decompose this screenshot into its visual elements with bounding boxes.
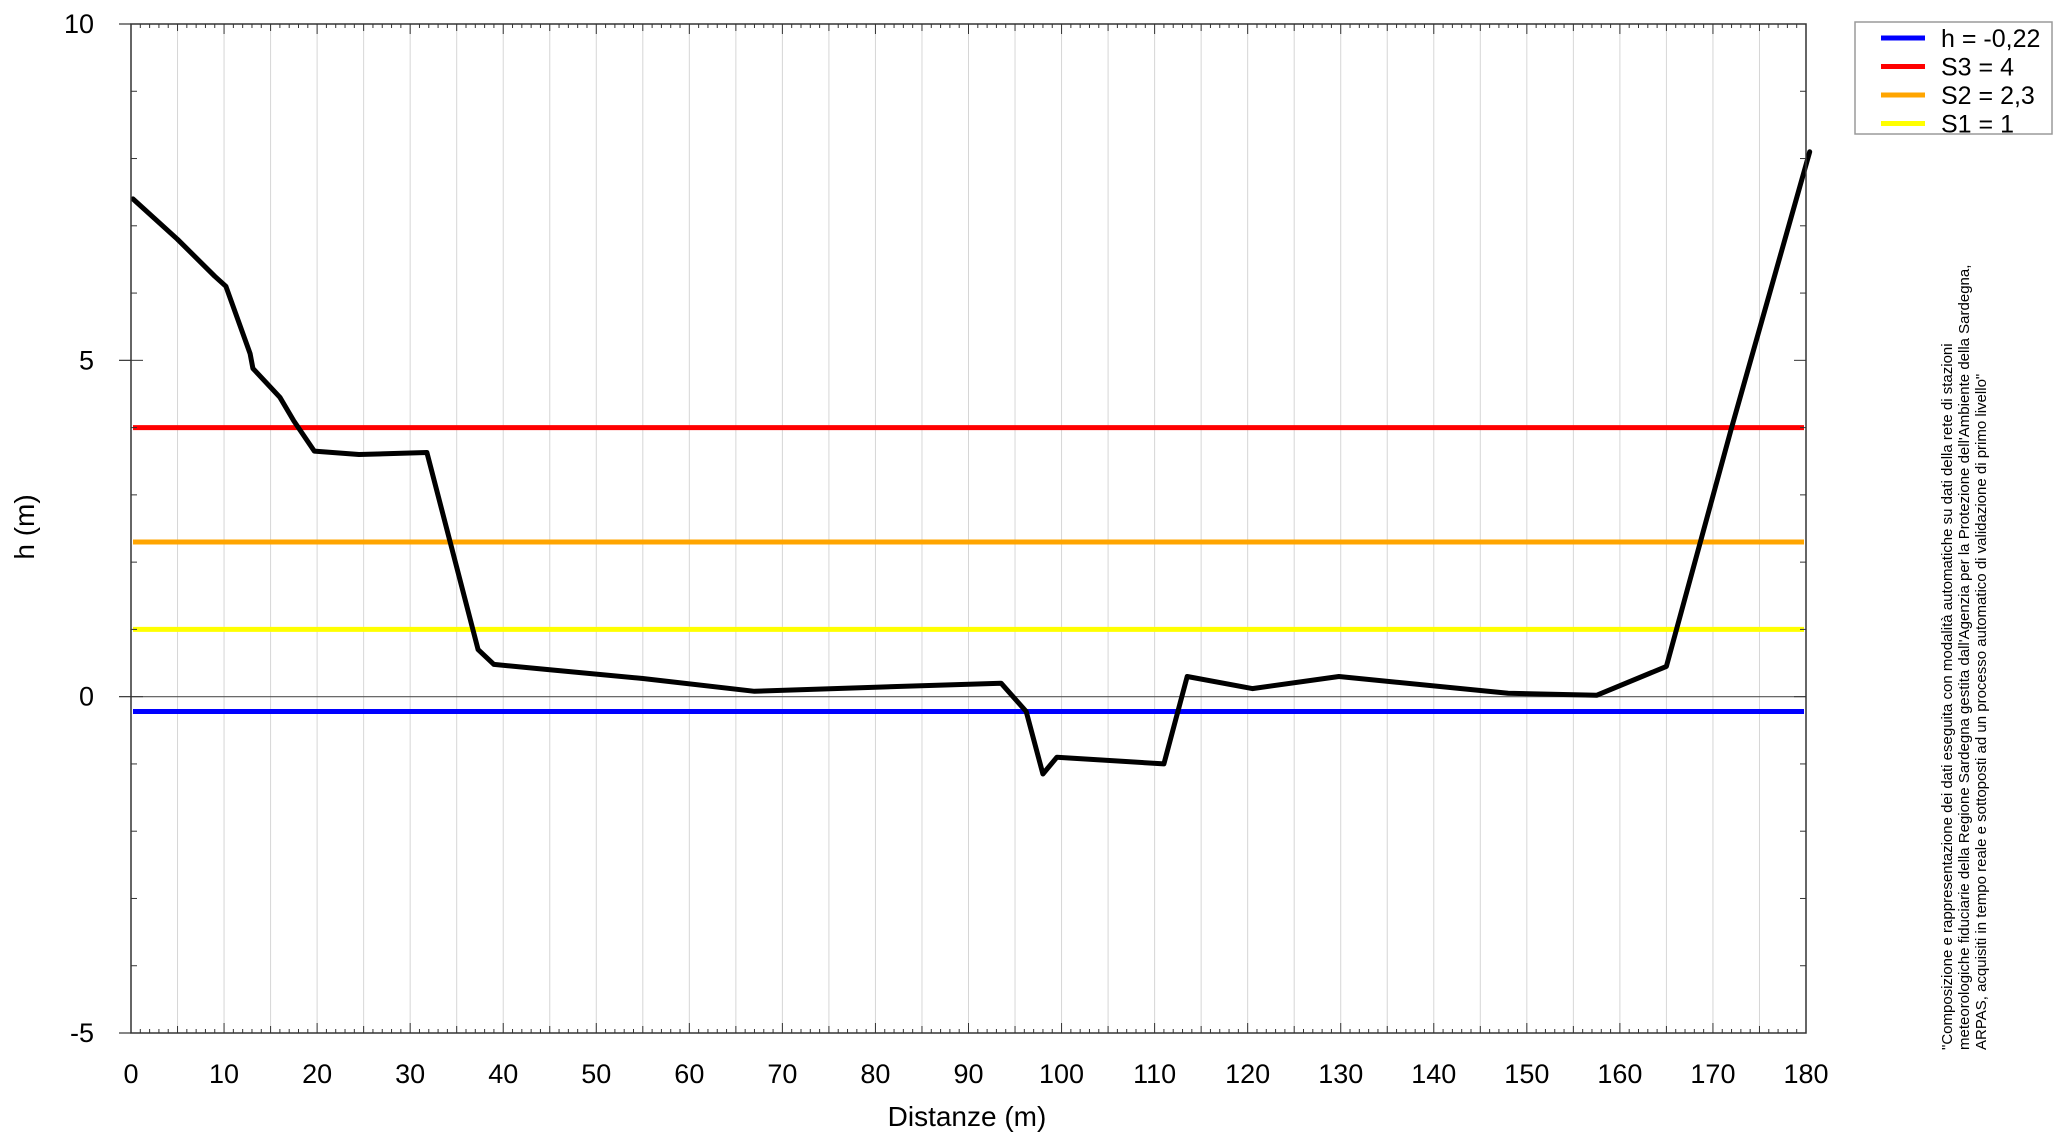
note-line-3: ARPAS, acquisiti in tempo reale e sottop… [1973, 374, 1990, 1050]
x-tick-label: 120 [1225, 1059, 1270, 1089]
x-axis-title: Distanze (m) [888, 1101, 1047, 1132]
threshold-lines [133, 425, 1804, 714]
tick-labels: 0 10 20 30 40 50 60 70 80 90 100 110 120 130 140 150 160… [64, 9, 1829, 1089]
x-tick-label: 90 [953, 1059, 983, 1089]
y-tick-label: 10 [64, 9, 94, 39]
y-tick-label: -5 [70, 1018, 94, 1048]
x-tick-label: 10 [209, 1059, 239, 1089]
x-tick-label: 180 [1783, 1059, 1828, 1089]
profile-line [130, 149, 1813, 777]
x-tick-label: 160 [1597, 1059, 1642, 1089]
legend-box [1854, 21, 2053, 135]
legend-label-2: S2 = 2,3 [1941, 82, 2035, 110]
note-line-1: "Composizione e rappresentazione dei dat… [1939, 343, 1956, 1050]
x-tick-label: 70 [767, 1059, 797, 1089]
y-tick-label: 5 [79, 345, 94, 375]
attribution-note: "Composizione e rappresentazione dei dat… [1939, 265, 1990, 1050]
x-tick-label: 30 [395, 1059, 425, 1089]
legend-label-0: h = -0,22 [1941, 25, 2040, 53]
x-tick-label: 140 [1411, 1059, 1456, 1089]
plot-frame [119, 23, 1807, 1034]
profile-series [130, 149, 1813, 777]
x-tick-label: 110 [1133, 1059, 1176, 1089]
x-tick-label: 80 [860, 1059, 890, 1089]
x-tick-label: 130 [1318, 1059, 1363, 1089]
legend-label-1: S3 = 4 [1941, 54, 2014, 82]
note-line-2: meteorologiche fiduciarie della Regione … [1956, 265, 1973, 1050]
y-tick-label: 0 [79, 682, 94, 712]
grid [131, 24, 1806, 1033]
x-tick-label: 20 [302, 1059, 332, 1089]
x-tick-label: 0 [123, 1059, 138, 1089]
x-tick-label: 40 [488, 1059, 518, 1089]
x-tick-label: 100 [1039, 1059, 1084, 1089]
x-tick-label: 60 [674, 1059, 704, 1089]
y-axis-title: h (m) [9, 494, 40, 559]
x-tick-label: 170 [1690, 1059, 1735, 1089]
x-tick-label: 150 [1504, 1059, 1549, 1089]
x-tick-label: 50 [581, 1059, 611, 1089]
legend-label-3: S1 = 1 [1941, 111, 2014, 139]
